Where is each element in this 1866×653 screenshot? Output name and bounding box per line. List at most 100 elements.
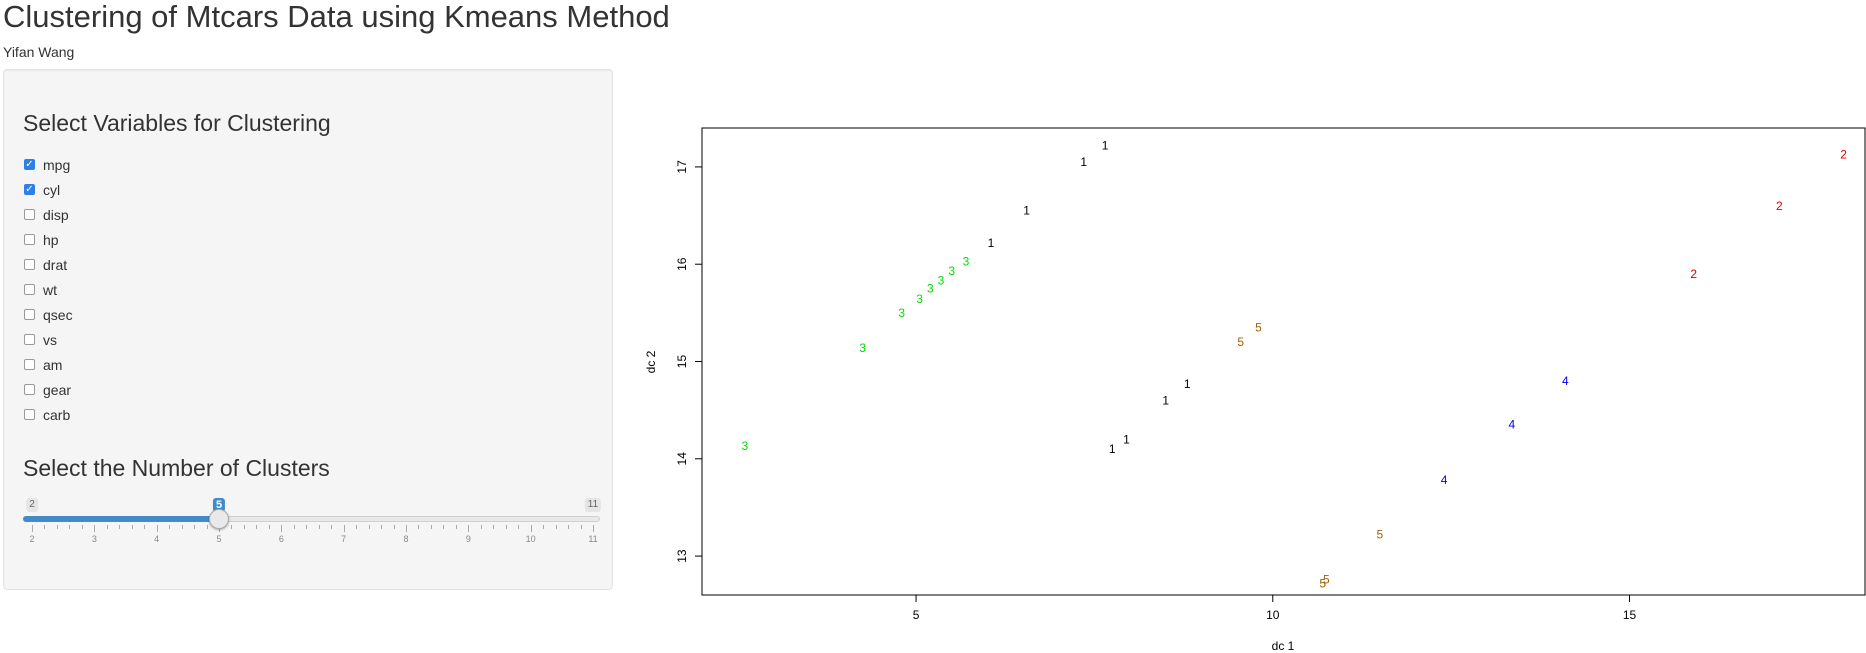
slider-tick xyxy=(131,525,133,529)
slider-tick-label: 10 xyxy=(525,534,536,544)
checkbox-label: am xyxy=(43,356,63,373)
slider-tick xyxy=(119,525,121,529)
cluster-point: 3 xyxy=(741,439,748,453)
variable-checkbox-group: ✓ mpg ✓ cyl ✓ disp ✓ hp ✓ drat ✓ wt ✓ qsec ✓ vs ✓ am ✓ gear… xyxy=(23,152,73,427)
checkbox-carb-box[interactable]: ✓ xyxy=(24,409,35,420)
clusters-slider[interactable]: 2 5 11 2 3 4 5 6 7 8 9 10 11 xyxy=(23,498,602,568)
slider-tick xyxy=(256,525,258,529)
cluster-point: 5 xyxy=(1323,572,1330,586)
cluster-point: 3 xyxy=(938,274,945,288)
checkbox-qsec[interactable]: ✓ qsec xyxy=(23,302,73,327)
y-tick-label: 15 xyxy=(675,355,689,369)
cluster-point: 1 xyxy=(1102,139,1109,153)
checkbox-disp[interactable]: ✓ disp xyxy=(23,202,73,227)
cluster-point: 1 xyxy=(1162,393,1169,407)
checkbox-disp-box[interactable]: ✓ xyxy=(24,209,35,220)
x-tick-label: 15 xyxy=(1623,608,1637,622)
checkbox-cyl-box[interactable]: ✓ xyxy=(24,184,35,195)
slider-tick xyxy=(281,525,283,532)
cluster-point: 3 xyxy=(927,282,934,296)
checkbox-mpg[interactable]: ✓ mpg xyxy=(23,152,73,177)
checkbox-drat-box[interactable]: ✓ xyxy=(24,259,35,270)
slider-tick xyxy=(505,525,507,529)
cluster-point: 1 xyxy=(1109,442,1116,456)
checkbox-label: qsec xyxy=(43,306,73,323)
slider-tick xyxy=(543,525,545,529)
checkbox-label: vs xyxy=(43,331,57,348)
slider-tick xyxy=(194,525,196,529)
cluster-point: 4 xyxy=(1508,418,1515,432)
checkbox-gear-box[interactable]: ✓ xyxy=(24,384,35,395)
variables-heading: Select Variables for Clustering xyxy=(23,110,331,136)
checkbox-hp-box[interactable]: ✓ xyxy=(24,234,35,245)
checkbox-mpg-box[interactable]: ✓ xyxy=(24,159,35,170)
slider-tick xyxy=(306,525,308,529)
slider-tick xyxy=(480,525,482,529)
slider-tick-label: 2 xyxy=(29,534,35,544)
checkbox-vs[interactable]: ✓ vs xyxy=(23,327,73,352)
slider-tick xyxy=(81,525,83,529)
cluster-point: 3 xyxy=(948,264,955,278)
slider-tick xyxy=(156,525,158,532)
slider-tick-label: 3 xyxy=(91,534,97,544)
checkbox-am[interactable]: ✓ am xyxy=(23,352,73,377)
checkbox-hp[interactable]: ✓ hp xyxy=(23,227,73,252)
checkbox-label: disp xyxy=(43,206,69,223)
slider-tick xyxy=(393,525,395,529)
app-title: Clustering of Mtcars Data using Kmeans M… xyxy=(3,0,670,34)
cluster-point: 5 xyxy=(1376,528,1383,542)
slider-tick xyxy=(106,525,108,529)
slider-tick-label: 8 xyxy=(403,534,409,544)
slider-tick-label: 6 xyxy=(278,534,284,544)
slider-value-label: 5 xyxy=(212,498,226,512)
slider-tick xyxy=(231,525,233,529)
checkbox-wt-box[interactable]: ✓ xyxy=(24,284,35,295)
checkbox-carb[interactable]: ✓ carb xyxy=(23,402,73,427)
checkbox-vs-box[interactable]: ✓ xyxy=(24,334,35,345)
clusters-heading: Select the Number of Clusters xyxy=(23,455,330,481)
x-axis-label: dc 1 xyxy=(1272,639,1295,650)
checkbox-label: carb xyxy=(43,406,71,423)
checkbox-am-box[interactable]: ✓ xyxy=(24,359,35,370)
slider-handle[interactable] xyxy=(209,509,229,529)
author-name: Yifan Wang xyxy=(3,44,75,60)
y-axis: 13 14 15 16 17 xyxy=(675,160,702,563)
x-tick-label: 5 xyxy=(913,608,920,622)
slider-tick xyxy=(44,525,46,529)
checkbox-label: hp xyxy=(43,231,59,248)
cluster-point: 5 xyxy=(1237,335,1244,349)
checkbox-wt[interactable]: ✓ wt xyxy=(23,277,73,302)
cluster-point: 1 xyxy=(1023,204,1030,218)
y-tick-label: 13 xyxy=(675,549,689,563)
check-icon: ✓ xyxy=(25,183,34,195)
checkbox-qsec-box[interactable]: ✓ xyxy=(24,309,35,320)
cluster-point: 3 xyxy=(963,254,970,268)
slider-tick xyxy=(356,525,358,529)
cluster-point: 2 xyxy=(1840,147,1847,161)
checkbox-label: gear xyxy=(43,381,72,398)
slider-tick xyxy=(530,525,532,532)
cluster-point: 1 xyxy=(1080,155,1087,169)
cluster-point: 3 xyxy=(916,292,923,306)
y-tick-label: 17 xyxy=(675,160,689,174)
x-axis: 5 10 15 xyxy=(913,595,1637,622)
check-icon: ✓ xyxy=(25,158,34,170)
slider-tick xyxy=(144,525,146,529)
slider-tick xyxy=(368,525,370,529)
slider-tick xyxy=(555,525,557,529)
checkbox-cyl[interactable]: ✓ cyl xyxy=(23,177,73,202)
y-tick-label: 16 xyxy=(675,257,689,271)
slider-tick xyxy=(493,525,495,529)
y-axis-label: dc 2 xyxy=(644,350,658,373)
slider-tick xyxy=(268,525,270,529)
slider-tick xyxy=(181,525,183,529)
cluster-point: 2 xyxy=(1776,199,1783,213)
slider-tick xyxy=(243,525,245,529)
slider-tick xyxy=(568,525,570,529)
slider-tick xyxy=(293,525,295,529)
checkbox-drat[interactable]: ✓ drat xyxy=(23,252,73,277)
checkbox-gear[interactable]: ✓ gear xyxy=(23,377,73,402)
slider-tick-label: 9 xyxy=(465,534,471,544)
